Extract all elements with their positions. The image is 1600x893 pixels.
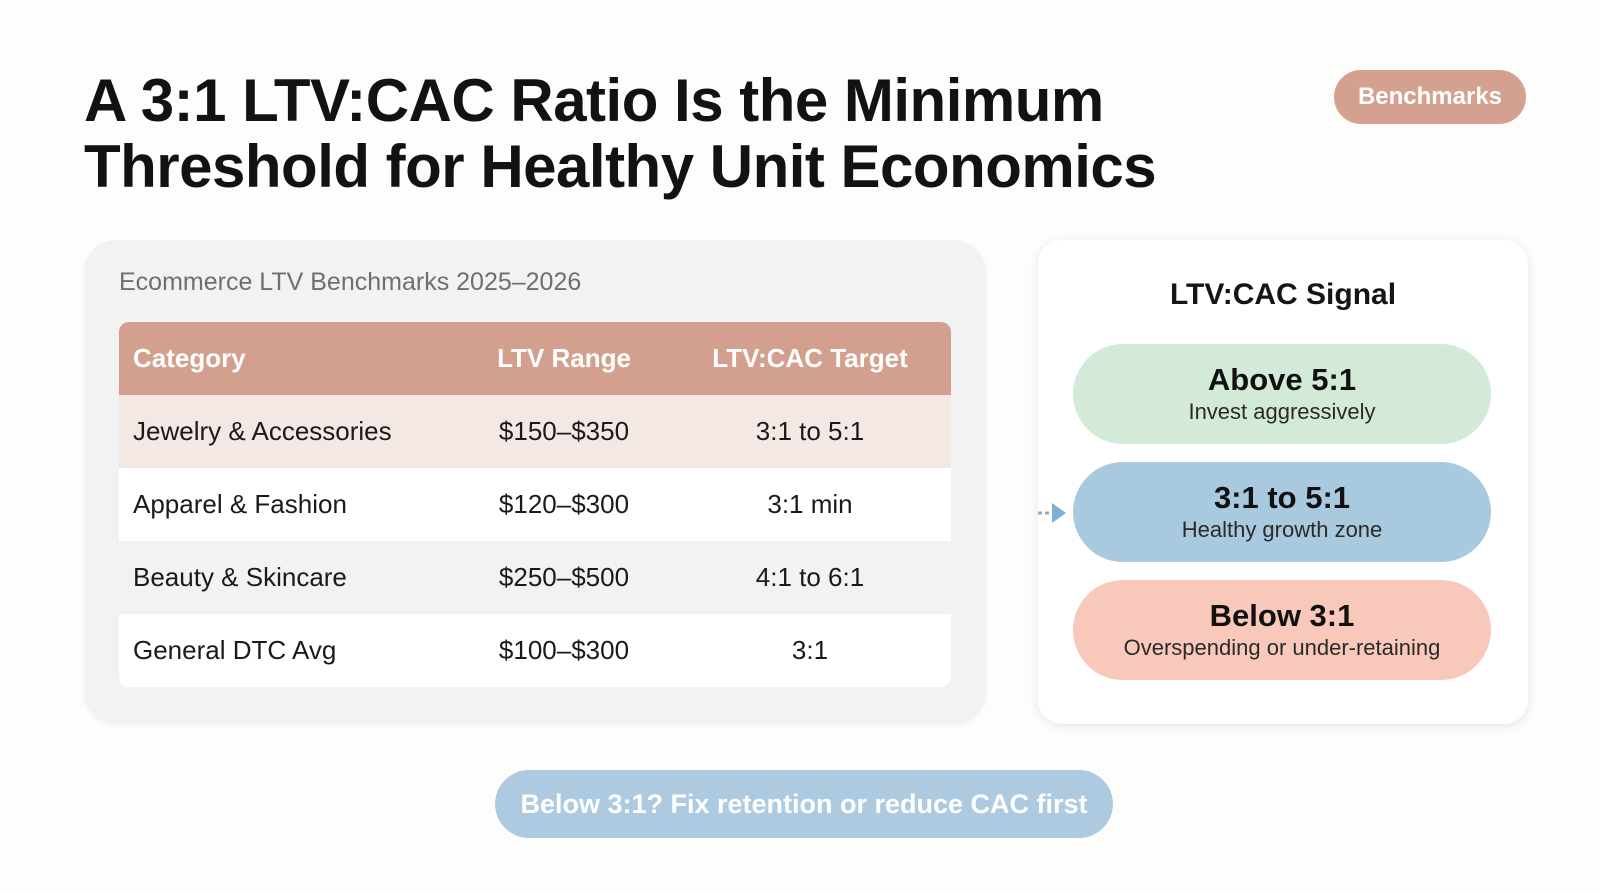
title-line-2: Threshold for Healthy Unit Economics [84, 133, 1157, 200]
cell-ltv-cac-target: 3:1 to 5:1 [755, 416, 865, 446]
table-row: Beauty & Skincare $250–$500 4:1 to 6:1 [119, 541, 951, 614]
cell-category: Jewelry & Accessories [133, 416, 392, 446]
column-header-ltv-cac-target: LTV:CAC Target [712, 343, 908, 373]
cell-ltv-range: $150–$350 [498, 416, 630, 446]
arrow-right-icon [1038, 503, 1066, 523]
benchmarks-card: Ecommerce LTV Benchmarks 2025–2026 Categ… [84, 240, 986, 724]
cell-category: General DTC Avg [133, 635, 337, 665]
signal-description: Invest aggressively [1188, 399, 1376, 424]
signal-label: 3:1 to 5:1 [1213, 480, 1351, 515]
benchmarks-badge: Benchmarks [1334, 70, 1526, 124]
signal-card: LTV:CAC Signal Above 5:1 Invest aggressi… [1038, 240, 1528, 724]
benchmarks-table: Category LTV Range LTV:CAC Target Jewelr… [119, 322, 951, 687]
cell-ltv-cac-target: 4:1 to 6:1 [755, 562, 865, 592]
signal-title: LTV:CAC Signal [1169, 278, 1397, 311]
signal-label: Above 5:1 [1207, 362, 1357, 397]
column-header-ltv-range: LTV Range [497, 343, 631, 373]
table-row: General DTC Avg $100–$300 3:1 [119, 614, 951, 687]
signal-above-5-1: Above 5:1 Invest aggressively [1073, 344, 1491, 444]
footer-callout: Below 3:1? Fix retention or reduce CAC f… [495, 770, 1113, 838]
column-header-category: Category [133, 343, 246, 373]
table-header-row: Category LTV Range LTV:CAC Target [119, 322, 951, 395]
signal-3-1-to-5-1: 3:1 to 5:1 Healthy growth zone [1073, 462, 1491, 562]
cell-ltv-range: $120–$300 [498, 489, 630, 519]
cell-category: Beauty & Skincare [133, 562, 347, 592]
signal-label: Below 3:1 [1209, 598, 1355, 633]
signal-description: Overspending or under-retaining [1123, 635, 1441, 660]
table-row: Apparel & Fashion $120–$300 3:1 min [119, 468, 951, 541]
cell-ltv-range: $100–$300 [498, 635, 630, 665]
signal-below-3-1: Below 3:1 Overspending or under-retainin… [1073, 580, 1491, 680]
table-row: Jewelry & Accessories $150–$350 3:1 to 5… [119, 395, 951, 468]
page-title: A 3:1 LTV:CAC Ratio Is the Minimum Thres… [84, 68, 1244, 200]
signal-description: Healthy growth zone [1181, 517, 1383, 542]
cell-ltv-cac-target: 3:1 min [767, 489, 853, 519]
title-line-1: A 3:1 LTV:CAC Ratio Is the Minimum [84, 67, 1104, 134]
cell-ltv-range: $250–$500 [498, 562, 630, 592]
cell-category: Apparel & Fashion [133, 489, 347, 519]
benchmarks-heading: Ecommerce LTV Benchmarks 2025–2026 [119, 268, 582, 296]
cell-ltv-cac-target: 3:1 [791, 635, 829, 665]
